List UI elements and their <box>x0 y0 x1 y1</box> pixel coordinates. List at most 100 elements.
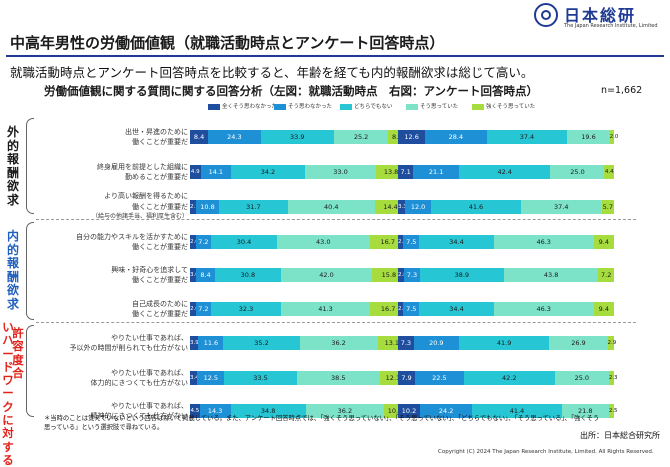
bar-segment: 41.4 <box>472 404 562 418</box>
bar-left: 8.424.333.925.28.2 <box>190 130 406 144</box>
bar-segment: 9.4 <box>593 235 614 249</box>
row-label: やりたい仕事であれば、 精神的にきつくても仕方がない <box>40 401 188 422</box>
row-label-line: 自分の能力やスキルを活かすために <box>76 232 188 241</box>
bar-segment: 38.5 <box>296 371 380 385</box>
bar-segment: 26.9 <box>549 336 608 350</box>
row-label: より高い報酬を得るために 働くことが重要だ （給与の他諸手当、福利厚生含む） <box>40 191 188 223</box>
category-label-tolerance-a: 許容度合 <box>12 326 24 380</box>
bar-segment: 8.4 <box>190 130 209 144</box>
company-logo: 日本総研 The Japan Research Institute, Limit… <box>534 2 664 34</box>
legend-label: 全くそう思わなかった <box>222 104 278 110</box>
bar-segment: 25.0 <box>554 371 609 385</box>
category-label-tolerance-b: いハードワークに対する <box>2 320 14 467</box>
bar-segment: 40.4 <box>287 200 375 214</box>
bar-segment: 35.2 <box>223 336 300 350</box>
bar-segment: 16.7 <box>369 235 406 249</box>
bar-segment: 11.6 <box>198 336 224 350</box>
row-label-line: やりたい仕事であれば、 <box>111 333 188 342</box>
bar-segment: 7.2 <box>598 268 614 282</box>
bar-segment: 41.3 <box>280 302 371 316</box>
bar-segment: 38.9 <box>419 268 504 282</box>
sample-size: n=1,662 <box>601 85 643 96</box>
bar-segment: 2.6 <box>190 302 199 316</box>
bar-left: 2.7 10.8 31.7 40.4 14.4 <box>190 200 406 214</box>
bar-segment: 19.6 <box>567 130 610 144</box>
category-bracket <box>26 325 34 417</box>
row-label-line: やりたい仕事であれば、 <box>111 368 188 377</box>
legend-swatch <box>472 103 484 110</box>
bar-segment: 36.2 <box>305 404 384 418</box>
logo-english-name: The Japan Research Institute, Limited <box>564 23 658 29</box>
bar-segment: 2.8 <box>398 268 407 282</box>
legend-swatch <box>274 103 286 110</box>
row-label: 自己成長のために 働くことが重要だ <box>40 299 188 320</box>
bar-segment: 7.9 <box>398 371 416 385</box>
lead-text: 就職活動時点とアンケート回答時点を比較すると、年齢を経ても内的報酬欲求は総じて高… <box>10 65 534 80</box>
row-label-line: （給与の他諸手当、福利厚生含む） <box>91 213 188 221</box>
bar-segment: 3.3 <box>398 200 407 214</box>
row-label-line: 予以外の時間が削られても仕方がない <box>69 344 188 352</box>
bar-segment: 2.9 <box>607 336 616 350</box>
bar-segment: 7.5 <box>403 302 420 316</box>
bar-right: 12.6 28.4 37.4 19.6 2.0 <box>398 130 618 144</box>
row-label-line: 体力的にきつくても仕方がない <box>90 379 188 387</box>
row-label-line: 精神的にきつくても仕方がない <box>90 412 188 420</box>
bar-segment: 30.4 <box>211 235 277 249</box>
bar-segment: 42.2 <box>463 371 555 385</box>
bar-segment: 3.4 <box>190 371 199 385</box>
row-label-line: より高い報酬を得るために <box>104 192 188 201</box>
row-label: やりたい仕事であれば、体力的にきつくても仕方がない <box>40 368 188 389</box>
bar-segment: 30.8 <box>214 268 282 282</box>
row-label-line: 働くことが重要だ <box>132 202 188 211</box>
bar-right: 3.3 12.0 41.6 37.4 5.7 <box>398 200 614 214</box>
legend-label: そう思わなかった <box>288 104 333 110</box>
legend-item: 強くそう思っていた <box>472 102 535 110</box>
legend-label: 強くそう思っていた <box>486 104 536 110</box>
row-label: 出世・昇進のために 働くことが重要だ <box>40 127 188 148</box>
bar-segment: 21.1 <box>413 165 459 179</box>
footnote: ＊当時のことは覚えていないという回答は除いて掲載している。また、アンケート回答時… <box>44 415 600 431</box>
row-label-line: 働くことが重要だ <box>132 310 188 318</box>
category-label-internal: 内的報酬欲求 <box>6 229 19 311</box>
row-label: 自分の能力やスキルを活かすために 働くことが重要だ <box>40 232 188 253</box>
bar-segment: 22.5 <box>415 371 464 385</box>
bar-segment: 2.0 <box>609 130 618 144</box>
source-note: 出所：日本総合研究所 <box>580 431 660 440</box>
logo-circle-icon <box>534 3 558 27</box>
legend-item: そう思わなかった <box>274 102 332 110</box>
bar-right: 2.47.534.446.39.4 <box>398 235 614 249</box>
row-label-line: 出世・昇進のために <box>125 127 188 136</box>
row-label-line: 興味・好奇心を追求して <box>111 265 188 274</box>
bar-segment: 7.5 <box>403 235 420 249</box>
bar-segment: 33.0 <box>304 165 377 179</box>
bar-segment: 10.2 <box>398 404 421 418</box>
legend-swatch <box>340 103 352 110</box>
bar-segment: 31.7 <box>219 200 288 214</box>
bar-segment: 34.2 <box>231 165 305 179</box>
bar-segment: 41.9 <box>458 336 550 350</box>
bar-segment: 32.3 <box>211 302 281 316</box>
bar-segment: 33.9 <box>260 130 334 144</box>
bar-segment: 41.6 <box>431 200 521 214</box>
bar-left: 2.6 7.2 32.3 41.3 16.7 <box>190 302 407 316</box>
row-label-line: 勤めることが重要だ <box>125 173 188 181</box>
bar-segment: 21.8 <box>561 404 609 418</box>
bar-segment: 7.2 <box>195 302 212 316</box>
row-label: やりたい仕事であれば、予以外の時間が削られても仕方がない <box>40 333 188 354</box>
bar-segment: 7.2 <box>195 235 212 249</box>
bar-segment: 3.9 <box>190 336 199 350</box>
bar-segment: 24.2 <box>420 404 473 418</box>
bar-segment: 7.1 <box>398 165 414 179</box>
bar-segment: 25.0 <box>550 165 605 179</box>
category-bracket <box>26 222 34 320</box>
bar-segment: 42.4 <box>458 165 551 179</box>
category-bracket <box>26 118 34 214</box>
legend-label: そう思っていた <box>420 104 459 110</box>
page-title: 中高年男性の労働価値観（就職活動時点とアンケート回答時点） <box>10 34 445 52</box>
legend-label: どちらでもない <box>354 104 393 110</box>
bar-left: 2.6 7.2 30.4 43.0 16.7 <box>190 235 406 249</box>
bar-segment: 4.9 <box>190 165 201 179</box>
bar-left: 4.9 14.1 34.2 33.0 13.8 <box>190 165 406 179</box>
bar-left: 3.9 11.6 35.2 36.2 13.1 <box>190 336 406 350</box>
bar-segment: 46.3 <box>493 235 594 249</box>
